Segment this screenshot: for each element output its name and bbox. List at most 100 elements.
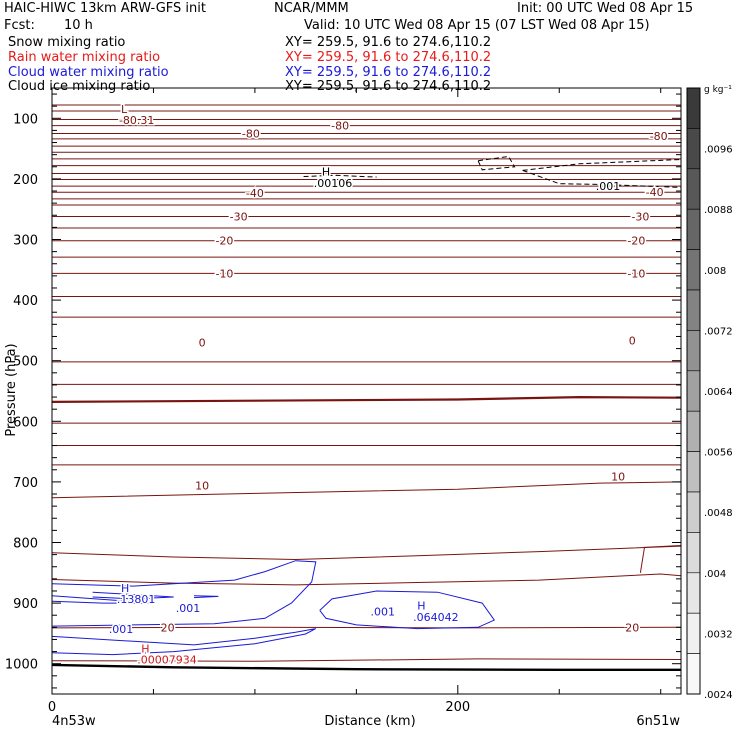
colorbar-swatch: [686, 249, 701, 291]
colorbar-tick-label: .008: [704, 266, 726, 277]
plot-frame: [51, 87, 682, 695]
colorbar-swatch: [686, 451, 701, 493]
colorbar-tick-label: .0064: [704, 387, 733, 398]
colorbar-tick-label: .0056: [704, 448, 733, 459]
isotherm-line: [51, 573, 682, 586]
field-snow-name: Snow mixing ratio: [8, 35, 126, 50]
y-axis-title: Pressure (hPa): [4, 343, 19, 436]
x-tick-label: 200: [445, 700, 470, 715]
contour-annotation: H: [322, 166, 330, 179]
model-name: HAIC-HIWC 13km ARW-GFS init: [4, 1, 206, 16]
colorbar-tick-label: .0096: [704, 145, 733, 156]
contour-annotation: H: [121, 582, 129, 595]
colorbar-swatch: [686, 330, 701, 372]
field-cloud-ice-name: Cloud ice mixing ratio: [8, 79, 151, 94]
isotherm-label: -20: [627, 235, 645, 248]
y-tick-label: 700: [13, 476, 38, 491]
contour-annotation: .13801: [117, 593, 156, 606]
y-tick-label: 600: [13, 415, 38, 430]
cloud-ice-contour: [477, 155, 516, 171]
isotherm-line: [639, 545, 682, 573]
colorbar-tick-label: .0088: [704, 205, 733, 216]
contour-annotation: .001: [109, 623, 133, 636]
isotherm-line: [51, 481, 682, 499]
isotherm-label: -80: [331, 120, 349, 133]
x-endpoint-left: 4n53w: [52, 714, 96, 729]
colorbar-swatch: [686, 289, 701, 331]
y-tick-label: 400: [13, 294, 38, 309]
colorbar-swatch: [686, 612, 701, 654]
isotherm-label: 20: [625, 621, 639, 634]
isotherm-label: -20: [215, 235, 233, 248]
isotherm-label: 10: [611, 470, 625, 483]
colorbar-frame: [686, 87, 701, 695]
field-cloud-water-name: Cloud water mixing ratio: [8, 65, 169, 80]
colorbar-swatch: [686, 370, 701, 412]
isotherm-label: -80: [242, 127, 260, 140]
colorbar-tick-label: .0024: [704, 690, 733, 701]
y-tick-label: 200: [13, 173, 38, 188]
x-tick-label: 0: [48, 700, 56, 715]
y-tick-label: 800: [13, 537, 38, 552]
init-time: Init: 00 UTC Wed 08 Apr 15: [517, 1, 694, 16]
cloud-water-contour: [51, 560, 317, 627]
cloud-water-contour: [319, 590, 496, 630]
forecast-hour: 10 h: [64, 18, 93, 33]
isotherm-label: -30: [631, 210, 649, 223]
valid-time: Valid: 10 UTC Wed 08 Apr 15 (07 LST Wed …: [304, 18, 650, 33]
field-rain-xy: XY= 259.5, 91.6 to 274.6,110.2: [285, 50, 492, 65]
isotherm-label: -80: [650, 130, 668, 143]
field-rain-name: Rain water mixing ratio: [8, 50, 161, 65]
contour-annotation: L: [121, 103, 128, 116]
isotherm-label: 0: [199, 337, 206, 350]
colorbar-swatch: [686, 410, 701, 452]
y-tick-label: 300: [13, 234, 38, 249]
colorbar-swatch: [686, 87, 701, 129]
colorbar-swatch: [686, 208, 701, 250]
y-tick-label: 1000: [5, 658, 38, 673]
contour-annotation: -80.31: [119, 114, 154, 127]
isotherm-label: -10: [215, 267, 233, 280]
contour-annotation: H: [417, 600, 425, 613]
cloud-ice-contour: [303, 174, 377, 178]
contour-annotation: .001: [371, 606, 396, 619]
terrain-surface: [51, 663, 681, 671]
colorbar-swatch: [686, 168, 701, 210]
isotherm-label: -10: [627, 267, 645, 280]
cloud-water-contour: [51, 595, 154, 604]
isotherm-label: -30: [230, 210, 248, 223]
colorbar-swatch: [686, 572, 701, 614]
isotherm-label: -40: [246, 187, 264, 200]
field-snow-xy: XY= 259.5, 91.6 to 274.6,110.2: [285, 35, 492, 50]
forecast-label: Fcst:: [4, 18, 35, 33]
cloud-ice-contour: [522, 159, 682, 171]
x-axis-title: Distance (km): [324, 714, 415, 729]
contour-annotation: .001: [176, 602, 201, 615]
y-tick-label: 500: [13, 355, 38, 370]
cloud-water-contour: [51, 628, 317, 656]
colorbar-swatch: [686, 653, 701, 695]
org-name: NCAR/MMM: [274, 1, 349, 16]
contour-annotation: .001: [596, 180, 621, 193]
field-cloud-water-xy: XY= 259.5, 91.6 to 274.6,110.2: [285, 65, 492, 80]
colorbar-swatch: [686, 532, 701, 574]
cloud-water-contour: [193, 595, 219, 599]
isotherm-line: [51, 395, 682, 403]
isotherm-label: 0: [629, 335, 636, 348]
isotherm-line: [51, 658, 682, 662]
contour-annotation: .064042: [413, 611, 459, 624]
colorbar-tick-label: .004: [704, 569, 726, 580]
contour-annotation: .00007934: [137, 653, 197, 666]
isotherm-label: -40: [646, 186, 664, 199]
y-tick-label: 100: [13, 112, 38, 127]
y-tick-label: 900: [13, 597, 38, 612]
isotherm-line: [51, 626, 682, 629]
colorbar-unit: g kg⁻¹: [704, 85, 732, 95]
colorbar-swatch: [686, 128, 701, 170]
cloud-ice-contour: [522, 169, 682, 188]
colorbar-tick-label: .0048: [704, 508, 733, 519]
field-cloud-ice-xy: XY= 259.5, 91.6 to 274.6,110.2: [285, 79, 492, 94]
isotherm-label: 20: [161, 621, 175, 634]
